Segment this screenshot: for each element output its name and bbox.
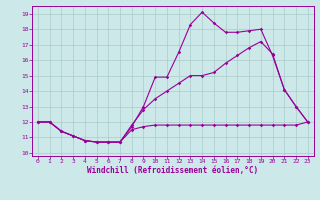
X-axis label: Windchill (Refroidissement éolien,°C): Windchill (Refroidissement éolien,°C) [87,166,258,175]
